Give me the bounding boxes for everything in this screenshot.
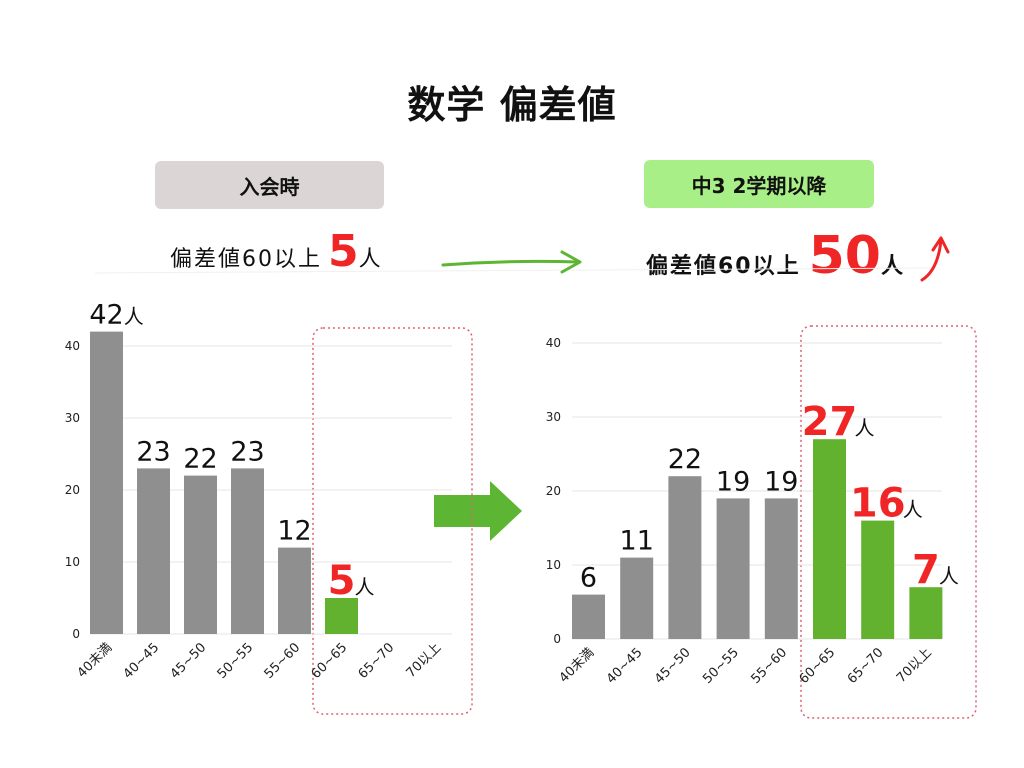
summary-arrow-head-icon	[560, 250, 582, 274]
before-summary-unit: 人	[358, 247, 381, 272]
right-x-tick-label: 40~45	[604, 645, 646, 687]
page-title: 数学 偏差値	[407, 83, 617, 127]
after-summary-unit: 人	[881, 254, 904, 279]
right-y-tick-label: 10	[546, 558, 561, 572]
before-summary: 偏差値60以上 5人	[170, 226, 381, 277]
right-y-tick-label: 0	[553, 632, 561, 646]
right-value-label: 16	[850, 481, 906, 527]
left-bar	[325, 598, 358, 634]
summary-divider	[94, 267, 931, 274]
right-y-tick-label: 40	[546, 336, 561, 350]
left-y-tick-label: 0	[72, 627, 80, 641]
right-value-label: 19	[716, 466, 750, 497]
left-bar	[184, 475, 217, 634]
right-value-label: 7	[912, 547, 940, 593]
summary-arrow-shaft	[441, 259, 580, 267]
right-x-tick-label: 60~65	[797, 645, 839, 687]
after-badge: 中3 2学期以降	[644, 160, 874, 208]
after-summary: 偏差値60以上 50人	[646, 226, 903, 286]
right-bar	[716, 498, 750, 639]
right-value-label: 19	[764, 466, 798, 497]
right-bar	[668, 476, 702, 639]
after-summary-value: 50	[808, 226, 881, 286]
left-bar	[137, 468, 170, 634]
left-value-label: 42	[89, 300, 123, 331]
right-value-unit: 人	[903, 498, 923, 522]
right-bar	[572, 594, 605, 639]
right-bar	[909, 587, 943, 639]
left-y-tick-label: 20	[65, 483, 80, 497]
right-x-tick-label: 55~60	[748, 645, 790, 687]
left-bar	[278, 547, 311, 634]
right-value-label: 22	[668, 444, 702, 475]
increase-arrow-head-icon	[931, 236, 950, 254]
right-x-tick-label: 45~50	[652, 645, 694, 687]
right-value-label: 11	[620, 526, 654, 557]
left-bar	[231, 468, 264, 634]
left-value-unit: 人	[124, 305, 144, 329]
right-y-tick-label: 20	[546, 484, 561, 498]
right-bar	[813, 439, 846, 639]
right-bar	[620, 557, 654, 639]
left-value-label: 5	[328, 558, 356, 604]
before-badge: 入会時	[155, 161, 384, 209]
before-summary-value: 5	[328, 226, 359, 277]
right-highlight-box	[800, 325, 977, 719]
left-bar	[90, 331, 123, 634]
left-y-tick-label: 30	[65, 411, 80, 425]
left-value-label: 23	[230, 436, 264, 467]
before-summary-label: 偏差値60以上	[170, 247, 322, 272]
after-summary-label: 偏差値60以上	[646, 254, 801, 279]
right-x-tick-label: 65~70	[845, 645, 887, 687]
left-y-tick-label: 40	[65, 339, 80, 353]
right-y-tick-label: 30	[546, 410, 561, 424]
right-bar	[861, 520, 895, 639]
right-value-unit: 人	[939, 564, 959, 588]
right-x-tick-label: 70以上	[894, 645, 935, 686]
left-value-label: 12	[277, 516, 311, 547]
increase-arrow-icon	[920, 238, 943, 282]
right-value-label: 27	[802, 399, 858, 445]
right-value-label: 6	[580, 563, 597, 594]
transition-arrow-icon	[434, 481, 522, 541]
right-x-tick-label: 40未満	[557, 645, 598, 686]
left-value-unit: 人	[355, 575, 375, 599]
left-y-tick-label: 10	[65, 555, 80, 569]
right-bar	[764, 498, 798, 639]
left-highlight-box	[312, 327, 473, 715]
left-value-label: 23	[136, 436, 170, 467]
right-x-tick-label: 50~55	[700, 645, 742, 687]
left-value-label: 22	[183, 444, 217, 475]
right-value-unit: 人	[855, 416, 875, 440]
